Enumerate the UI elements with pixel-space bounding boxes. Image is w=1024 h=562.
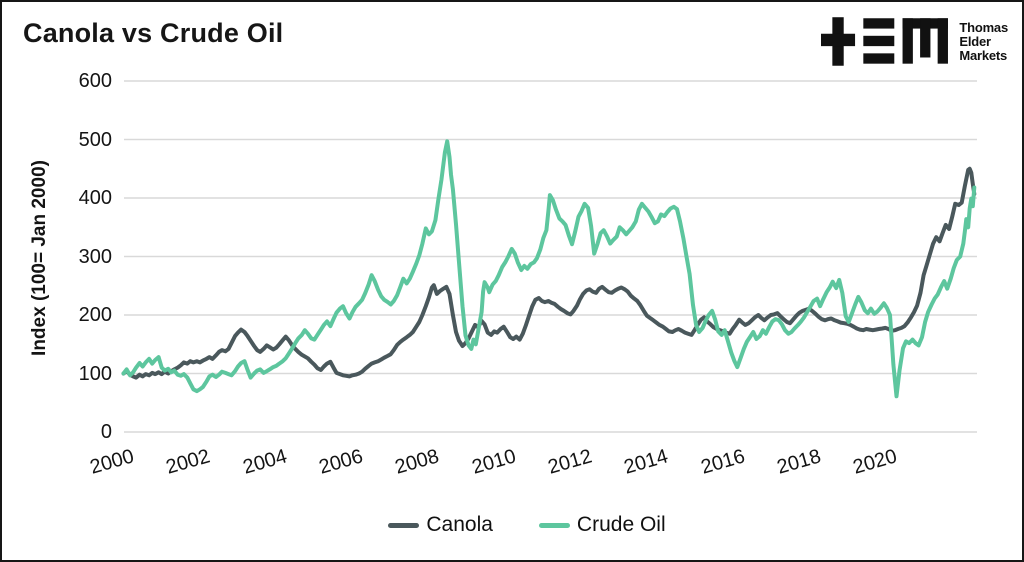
crude-oil-line-swatch <box>538 522 570 528</box>
series-line-canola <box>121 166 977 380</box>
y-tick-label: 100 <box>78 362 112 385</box>
logo-text-line: Elder <box>959 33 991 49</box>
legend-item-crude-oil: Crude Oil <box>538 513 666 537</box>
logo-text: Thomas Elder Markets <box>959 19 1008 64</box>
canola-line-swatch <box>388 522 420 528</box>
legend-label-crude-oil: Crude Oil <box>576 513 666 536</box>
y-tick-label: 300 <box>78 245 112 268</box>
tem-logo: Thomas Elder Markets <box>821 17 1008 67</box>
logo-text-line: Thomas <box>959 19 1008 35</box>
series-line-crude-oil <box>121 139 977 399</box>
chart-title: Canola vs Crude Oil <box>23 18 284 48</box>
legend: Canola Crude Oil <box>2 513 1022 537</box>
y-tick-label: 500 <box>78 128 112 151</box>
y-tick-label: 600 <box>78 70 112 92</box>
tem-logo-icon <box>821 17 949 66</box>
y-tick-label: 200 <box>78 304 112 326</box>
legend-label-canola: Canola <box>426 513 493 536</box>
legend-item-canola: Canola <box>388 513 493 537</box>
logo-text-line: Markets <box>959 48 1008 64</box>
y-tick-label: 400 <box>78 187 112 209</box>
y-tick-label: 0 <box>100 421 112 443</box>
